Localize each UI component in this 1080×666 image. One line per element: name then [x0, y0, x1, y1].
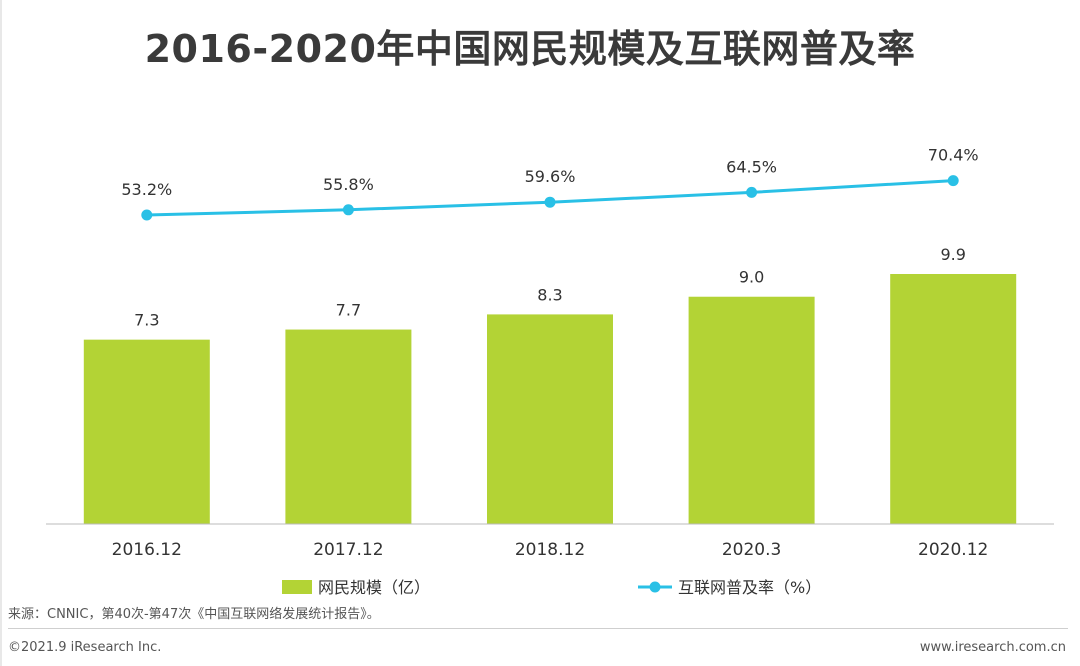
- line-point: [342, 204, 354, 216]
- website-link[interactable]: www.iresearch.com.cn: [919, 640, 1066, 655]
- source-note: 来源：CNNIC，第40次-第47次《中国互联网络发展统计报告》。: [8, 607, 380, 622]
- chart-title: 2016-2020年中国网民规模及互联网普及率: [144, 27, 916, 71]
- bar-2020.12: [890, 274, 1017, 524]
- line-value-label: 53.2%: [121, 180, 172, 199]
- line-point: [141, 209, 153, 221]
- bar-2017.12: [285, 329, 412, 524]
- chart-canvas: 7.3 7.7 8.3 9.0 9.9 53.2% 55.8% 59.6% 64.5% 70.4…: [46, 146, 1054, 597]
- bars-layer: 7.3 7.7 8.3 9.0 9.9: [83, 245, 1017, 524]
- footer-divider: [8, 628, 1068, 629]
- bar-value-label: 9.9: [940, 245, 965, 264]
- legend-bar-label: 网民规模（亿）: [318, 578, 430, 597]
- bar-2016.12: [83, 339, 210, 524]
- bar-2020.3: [688, 296, 815, 524]
- line-value-label: 64.5%: [726, 157, 777, 176]
- copyright-text: ©2021.9 iResearch Inc.: [8, 640, 162, 655]
- line-value-label: 59.6%: [525, 167, 576, 186]
- x-tick-labels: 2016.12 2017.12 2018.12 2020.3 2020.12: [112, 540, 989, 560]
- frame-edge: [0, 0, 2, 666]
- line-point: [947, 175, 959, 187]
- line-point: [746, 186, 758, 198]
- bar-2018.12: [487, 314, 613, 524]
- bar-value-label: 7.3: [134, 311, 159, 330]
- line-point: [544, 196, 556, 208]
- x-tick-label: 2017.12: [313, 540, 383, 560]
- legend-line-label: 互联网普及率（%）: [678, 578, 821, 597]
- legend-bar-swatch: [282, 580, 312, 594]
- x-tick-label: 2018.12: [515, 540, 585, 560]
- bar-value-label: 7.7: [336, 301, 361, 320]
- line-value-label: 70.4%: [928, 146, 979, 165]
- x-tick-label: 2020.12: [918, 540, 988, 560]
- x-tick-label: 2016.12: [112, 540, 182, 560]
- legend-line-marker: [649, 581, 661, 593]
- legend: 网民规模（亿） 互联网普及率（%）: [282, 578, 821, 597]
- line-layer: 53.2% 55.8% 59.6% 64.5% 70.4%: [121, 146, 979, 221]
- line-value-label: 55.8%: [323, 175, 374, 194]
- bar-value-label: 8.3: [537, 285, 562, 304]
- bar-value-label: 9.0: [739, 268, 764, 287]
- x-tick-label: 2020.3: [722, 540, 781, 560]
